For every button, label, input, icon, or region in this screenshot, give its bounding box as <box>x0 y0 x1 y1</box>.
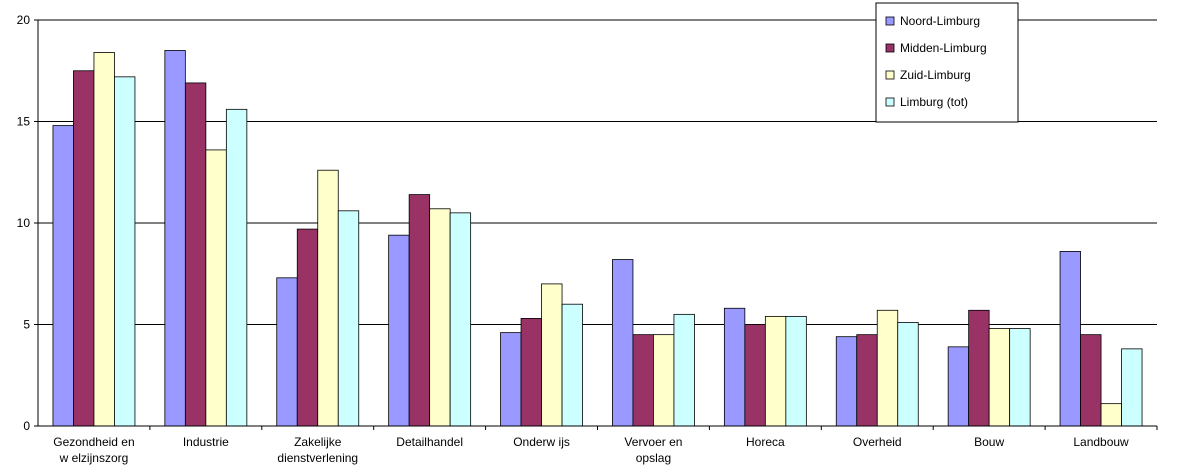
bar <box>835 336 858 427</box>
x-tick-label: Overheid <box>853 435 902 449</box>
x-tick-label: Vervoer en opslag <box>624 435 682 465</box>
bar <box>184 82 207 427</box>
bar <box>1009 328 1031 427</box>
bar <box>429 208 451 427</box>
bar <box>276 277 298 427</box>
legend-box <box>875 2 1019 123</box>
axes <box>37 20 1158 430</box>
x-tick-label: Gezondheid en w elzijnszorg <box>53 435 134 465</box>
bar <box>723 307 746 427</box>
bars <box>52 50 1143 427</box>
legend-swatch <box>885 16 895 26</box>
bar <box>947 346 970 427</box>
y-tick-label: 10 <box>17 216 31 230</box>
bar <box>988 328 1011 427</box>
bar <box>296 228 319 427</box>
legend: Noord-Limburg Midden-Limburg Zuid-Limburg L… <box>875 2 1019 123</box>
bar <box>561 303 583 427</box>
bar <box>500 332 522 427</box>
x-tick-label: Industrie <box>183 435 229 449</box>
x-tick-label: Zakelijke dienstverlening <box>277 435 358 465</box>
bar <box>164 50 186 427</box>
bar <box>225 108 248 427</box>
bar <box>93 52 115 427</box>
y-tick-label: 15 <box>17 115 31 129</box>
bar <box>632 334 654 427</box>
bar <box>388 234 410 427</box>
bar <box>1059 251 1081 427</box>
x-tick-label: Detailhandel <box>396 435 463 449</box>
bar <box>449 212 472 427</box>
bar <box>1121 348 1143 427</box>
legend-label: Noord-Limburg <box>900 14 980 28</box>
bar <box>653 334 675 427</box>
bar <box>408 194 431 427</box>
x-tick-label: Landbouw <box>1073 435 1129 449</box>
bar <box>785 315 807 427</box>
bar <box>52 125 74 427</box>
legend-swatch <box>885 43 895 53</box>
bar <box>114 76 136 427</box>
bar <box>856 334 878 427</box>
bar <box>73 70 95 427</box>
legend-swatch <box>885 97 895 107</box>
bar <box>744 324 766 427</box>
y-axis-ticks: 0 5 10 15 20 <box>17 13 38 433</box>
bar <box>1080 334 1102 427</box>
y-tick-label: 20 <box>17 13 31 27</box>
y-tick-label: 0 <box>23 419 30 433</box>
y-tick-label: 5 <box>23 318 30 332</box>
bar <box>876 309 899 427</box>
bar <box>968 309 990 427</box>
bar <box>897 322 919 427</box>
bar <box>205 149 227 427</box>
legend-label: Limburg (tot) <box>900 95 968 109</box>
x-tick-label: Onderw ijs <box>513 435 570 449</box>
x-axis-labels: Gezondheid en w elzijnszorg Industrie Zakel… <box>53 435 1129 465</box>
legend-label: Zuid-Limburg <box>900 68 971 82</box>
bar <box>673 313 695 427</box>
bar <box>764 315 787 427</box>
bar <box>317 169 339 427</box>
legend-swatch <box>885 70 895 80</box>
x-tick-label: Horeca <box>746 435 785 449</box>
bar <box>541 283 563 427</box>
bar <box>1100 403 1122 427</box>
legend-label: Midden-Limburg <box>900 41 987 55</box>
bar <box>337 210 360 427</box>
bar <box>612 259 634 427</box>
bar <box>520 318 542 427</box>
x-tick-label: Bouw <box>974 435 1004 449</box>
